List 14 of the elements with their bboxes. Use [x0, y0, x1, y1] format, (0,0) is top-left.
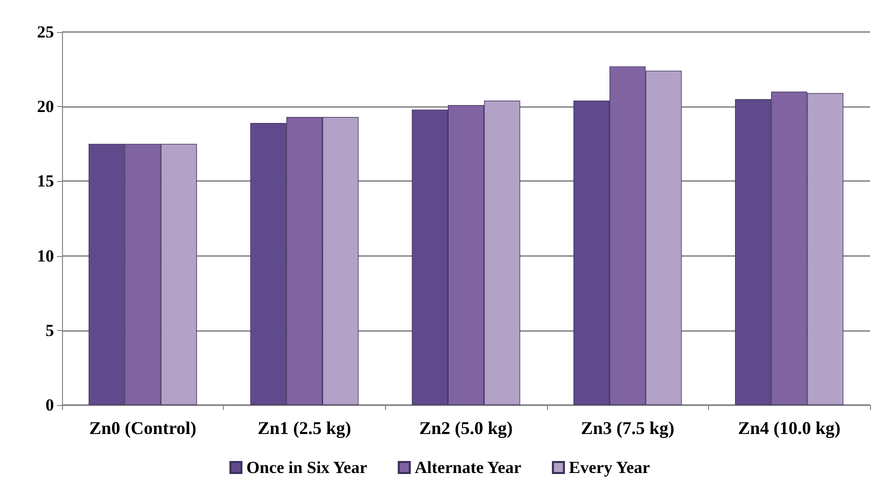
x-tick-label: Zn2 (5.0 kg): [419, 418, 513, 438]
x-tick-label: Zn3 (7.5 kg): [580, 418, 674, 438]
y-tick-label: 0: [46, 396, 54, 414]
y-tick-label: 5: [46, 320, 54, 340]
legend-label: Once in Six Year: [246, 458, 368, 477]
legend-label: Every Year: [568, 458, 650, 477]
legend-label: Alternate Year: [414, 458, 522, 477]
y-tick-label: 20: [37, 97, 54, 116]
x-tick-label: Zn1 (2.5 kg): [258, 418, 352, 438]
x-tick-label: Zn4 (10.0 kg): [738, 418, 840, 438]
y-tick-label: 10: [37, 246, 54, 266]
y-tick-label: 15: [37, 172, 54, 191]
y-tick-label: 25: [37, 22, 54, 42]
x-tick-label: Zn0 (Control): [89, 418, 196, 438]
